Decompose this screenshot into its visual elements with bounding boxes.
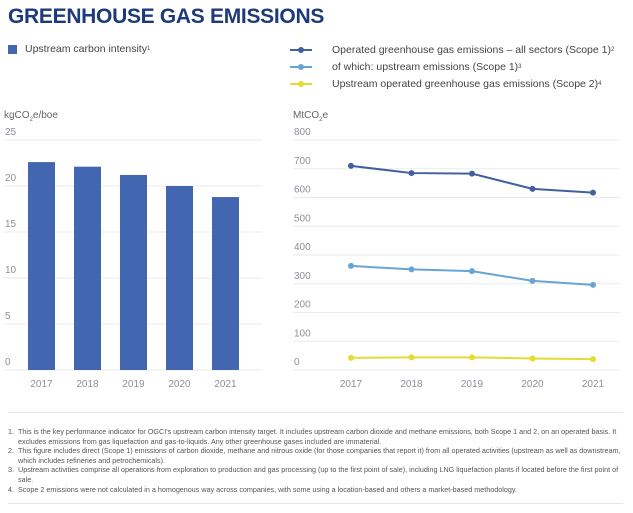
line-chart-unit: MtCO2e xyxy=(293,110,329,123)
legend-label: Operated greenhouse gas emissions – all … xyxy=(332,43,611,56)
y-tick-label: 400 xyxy=(294,242,311,253)
footnote-number: 3. xyxy=(8,465,14,475)
y-tick-label: 800 xyxy=(294,127,311,138)
legend-item-scope1-upstream: of which: upstream emissions (Scope 1) 3 xyxy=(290,58,614,75)
y-tick-label: 100 xyxy=(294,328,311,339)
x-tick-label: 2020 xyxy=(168,379,191,390)
point-scope1-all-2019 xyxy=(469,170,475,177)
point-scope2-2020 xyxy=(529,355,536,362)
legend-marker-yellow xyxy=(290,78,312,90)
x-tick-label: 2019 xyxy=(122,379,145,390)
point-scope1-all-2018 xyxy=(408,170,415,177)
footnote-1: 1. This is the key performance indicator … xyxy=(8,427,623,446)
point-scope1-all-2021 xyxy=(590,189,596,196)
y-tick-label: 20 xyxy=(5,173,17,184)
point-scope2-2018 xyxy=(408,354,415,361)
bar-2020 xyxy=(166,186,193,370)
y-tick-label: 200 xyxy=(294,300,311,311)
footnote-number: 4. xyxy=(8,484,14,494)
legend-label: Upstream operated greenhouse gas emissio… xyxy=(332,77,599,90)
footnote-2: 2. This figure includes direct (Scope 1) … xyxy=(8,446,623,465)
y-tick-label: 25 xyxy=(5,127,17,138)
y-tick-label: 0 xyxy=(294,357,300,368)
legend-item-scope1-all: Operated greenhouse gas emissions – all … xyxy=(290,41,614,58)
x-tick-label: 2018 xyxy=(400,379,423,390)
bar-2019 xyxy=(120,174,147,370)
divider xyxy=(8,412,623,413)
series-line-scope1-all xyxy=(350,164,594,194)
x-tick-label: 2018 xyxy=(76,379,99,390)
x-tick-label: 2019 xyxy=(461,379,484,390)
bar-chart-legend: Upstream carbon intensity 1 xyxy=(8,43,150,55)
point-scope1-all-2020 xyxy=(529,185,536,192)
footnote-text: This is the key performance indicator fo… xyxy=(18,427,617,446)
y-tick-label: 5 xyxy=(5,311,11,322)
legend-label: of which: upstream emissions (Scope 1) xyxy=(332,60,519,73)
footnote-number: 2. xyxy=(8,446,14,456)
footnote-text: Scope 2 emissions were not calculated in… xyxy=(18,484,517,494)
y-tick-label: 300 xyxy=(294,271,311,282)
legend-footnote-ref: 2 xyxy=(610,46,615,53)
legend-item-scope2: Upstream operated greenhouse gas emissio… xyxy=(290,75,614,92)
footnote-text: Upstream activities comprise all operati… xyxy=(18,465,619,484)
bar-chart-unit: kgCO2e/boe xyxy=(4,110,58,123)
y-tick-label: 10 xyxy=(5,265,17,276)
x-tick-label: 2021 xyxy=(214,379,237,390)
x-tick-label: 2020 xyxy=(521,379,544,390)
y-tick-label: 500 xyxy=(294,213,311,224)
point-scope1-all-2017 xyxy=(348,162,354,169)
legend-marker-light xyxy=(290,61,312,73)
x-tick-label: 2021 xyxy=(582,379,605,390)
y-tick-label: 600 xyxy=(294,185,311,196)
legend-swatch-bar xyxy=(8,44,17,54)
point-scope1-upstream-2020 xyxy=(529,277,536,284)
point-scope2-2019 xyxy=(469,354,475,361)
bar-2021 xyxy=(212,197,239,370)
footnote-text: This figure includes direct (Scope 1) em… xyxy=(18,446,621,465)
x-tick-label: 2017 xyxy=(340,379,363,390)
footnote-3: 3. Upstream activities comprise all opera… xyxy=(8,465,623,484)
line-chart-legend: Operated greenhouse gas emissions – all … xyxy=(290,41,614,92)
footnotes: 1. This is the key performance indicator … xyxy=(8,427,623,494)
y-tick-label: 700 xyxy=(294,156,311,167)
y-tick-label: 0 xyxy=(5,357,11,368)
x-tick-label: 2017 xyxy=(30,379,53,390)
point-scope1-upstream-2018 xyxy=(408,266,415,273)
legend-label-carbon-intensity: Upstream carbon intensity xyxy=(25,43,147,55)
charts-canvas: 0 5 10 15 20 25 2017 2018 2019 2020 2021 0 100 200 300… xyxy=(4,127,620,390)
point-scope2-2017 xyxy=(348,354,354,361)
y-tick-label: 15 xyxy=(5,219,17,230)
legend-footnote-ref: 4 xyxy=(598,80,602,87)
legend-footnote-ref: 3 xyxy=(518,63,522,70)
page-title: GREENHOUSE GAS EMISSIONS xyxy=(8,5,325,28)
point-scope1-upstream-2017 xyxy=(348,262,354,269)
legend-footnote-ref: 1 xyxy=(146,46,151,52)
legend-marker-dark xyxy=(290,44,312,56)
bar-2017 xyxy=(28,162,55,370)
footnote-number: 1. xyxy=(8,427,14,436)
point-scope2-2021 xyxy=(590,356,596,363)
point-scope1-upstream-2019 xyxy=(469,268,475,275)
point-scope1-upstream-2021 xyxy=(590,281,596,288)
bar-2018 xyxy=(74,166,101,370)
footnote-4: 4. Scope 2 emissions were not calculated … xyxy=(8,485,623,495)
divider xyxy=(8,503,623,504)
